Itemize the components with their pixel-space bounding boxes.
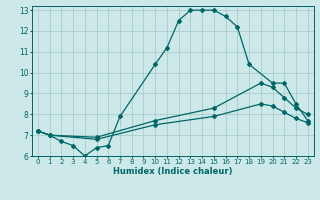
X-axis label: Humidex (Indice chaleur): Humidex (Indice chaleur)	[113, 167, 233, 176]
